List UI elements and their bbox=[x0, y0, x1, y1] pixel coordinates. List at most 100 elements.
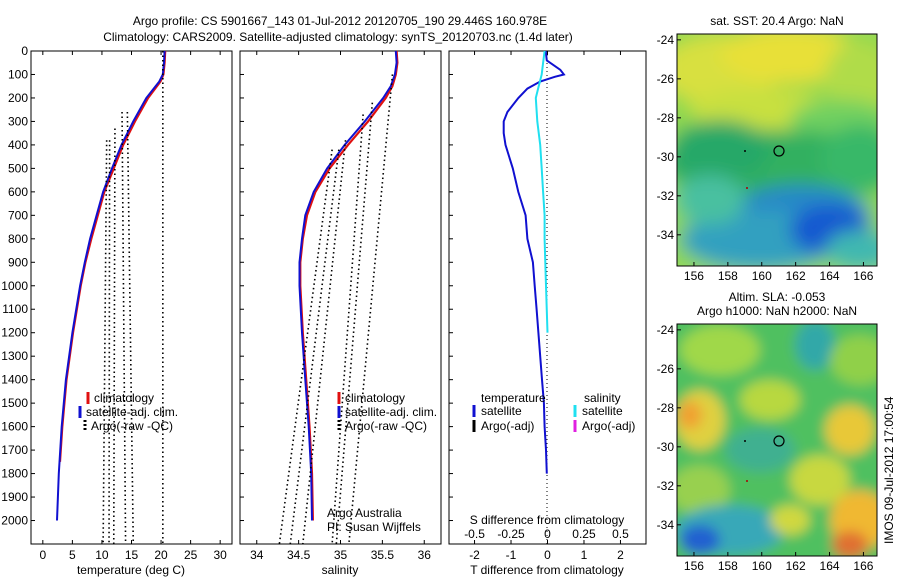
argo-profile-line bbox=[278, 149, 333, 545]
y-tick-label: 900 bbox=[8, 255, 28, 269]
legend-climatology-label: climatology bbox=[94, 391, 154, 405]
map-x-tick-label: 160 bbox=[752, 559, 772, 573]
sla-map-frame bbox=[676, 323, 878, 557]
sla-map: Altim. SLA: -0.053 Argo h1000: NaN h2000… bbox=[657, 290, 878, 573]
map-x-tick-label: 162 bbox=[786, 269, 806, 283]
x-tick-label: 0 bbox=[39, 548, 46, 562]
difference-panel: -2 -1 0 1 2 -0.5 -0.25 0 0.25 0.5 temperature sal… bbox=[448, 50, 647, 577]
y-tick-label: 300 bbox=[8, 114, 28, 128]
map-x-tick-label: 156 bbox=[684, 559, 704, 573]
y-tick-label: 1800 bbox=[1, 467, 28, 481]
s-tick-label: 0.25 bbox=[572, 527, 596, 541]
legend-satellite-label: satellite-adj. clim. bbox=[345, 405, 437, 419]
annotation-pi: PI: Susan Wijffels bbox=[327, 520, 421, 534]
legend-temp-argo-label: Argo(-adj) bbox=[481, 419, 534, 433]
legend-argo-label: Argo(-raw -QC) bbox=[345, 419, 427, 433]
sst-map: sat. SST: 20.4 Argo: NaN bbox=[657, 14, 878, 283]
x-tick-label: 36 bbox=[418, 548, 432, 562]
y-tick-label: 1500 bbox=[1, 396, 28, 410]
legend-temp-satellite-label: satellite bbox=[481, 404, 522, 418]
argo-profile-line bbox=[331, 114, 364, 545]
x-tick-label: 20 bbox=[154, 548, 168, 562]
map-y-tick-label: -34 bbox=[657, 228, 675, 242]
sst-map-title: sat. SST: 20.4 Argo: NaN bbox=[710, 14, 843, 28]
argo-profile-line bbox=[289, 149, 340, 545]
imos-timestamp: IMOS 09-Jul-2012 17:00:54 bbox=[882, 396, 896, 544]
t-difference-xlabel: T difference from climatology bbox=[470, 563, 624, 577]
sla-map-title2: Argo h1000: NaN h2000: NaN bbox=[697, 304, 857, 318]
y-tick-label: 500 bbox=[8, 161, 28, 175]
legend-argo-label: Argo(-raw -QC) bbox=[91, 419, 173, 433]
map-y-tick-label: -24 bbox=[657, 323, 675, 337]
argo-profile-line bbox=[335, 102, 374, 545]
y-tick-label: 700 bbox=[8, 208, 28, 222]
argo-profile-line bbox=[348, 74, 394, 545]
header-line1: Argo profile: CS 5901667_143 01-Jul-2012… bbox=[133, 14, 547, 28]
sst-field bbox=[677, 34, 877, 266]
header-line2: Climatology: CARS2009. Satellite-adjuste… bbox=[103, 30, 573, 44]
map-y-tick-label: -28 bbox=[657, 111, 675, 125]
salinity-xlabel: salinity bbox=[322, 563, 359, 577]
sla-field bbox=[677, 324, 877, 556]
salinity-axes-box bbox=[239, 50, 442, 545]
argo-profile-line bbox=[121, 112, 127, 545]
map-y-tick-label: -32 bbox=[657, 479, 675, 493]
y-tick-label: 2000 bbox=[1, 514, 28, 528]
y-tick-label: 100 bbox=[8, 67, 28, 81]
s-tick-label: 0.5 bbox=[612, 527, 629, 541]
map-y-tick-label: -28 bbox=[657, 401, 675, 415]
y-tick-label: 0 bbox=[21, 44, 28, 58]
x-tick-label: 35 bbox=[334, 548, 348, 562]
map-x-tick-label: 162 bbox=[786, 559, 806, 573]
map-x-tick-label: 158 bbox=[718, 559, 738, 573]
sla-map-title1: Altim. SLA: -0.053 bbox=[729, 290, 826, 304]
s-tick-label: -0.5 bbox=[464, 527, 485, 541]
y-tick-label: 1000 bbox=[1, 279, 28, 293]
map-x-tick-label: 166 bbox=[853, 269, 873, 283]
x-tick-label: 15 bbox=[125, 548, 139, 562]
y-tick-label: 800 bbox=[8, 232, 28, 246]
s-tick-label: 0 bbox=[544, 527, 551, 541]
satellite-adj-clim--line bbox=[298, 50, 398, 521]
temperature-xlabel: temperature (deg C) bbox=[77, 563, 185, 577]
argo-profile-line bbox=[108, 140, 111, 545]
y-tick-label: 1200 bbox=[1, 326, 28, 340]
x-tick-label: 35.5 bbox=[371, 548, 395, 562]
x-tick-label: 10 bbox=[95, 548, 109, 562]
legend-sal-satellite-label: satellite bbox=[582, 404, 623, 418]
map-y-tick-label: -34 bbox=[657, 518, 675, 532]
track-point bbox=[746, 187, 748, 189]
s-tick-label: -0.25 bbox=[497, 527, 525, 541]
argo-position-marker bbox=[773, 435, 785, 447]
x-tick-label: -1 bbox=[506, 548, 517, 562]
track-point bbox=[744, 440, 746, 442]
map-x-tick-label: 160 bbox=[752, 269, 772, 283]
map-x-tick-label: 164 bbox=[820, 559, 840, 573]
map-x-tick-label: 158 bbox=[718, 269, 738, 283]
legend-sal-argo-label: Argo(-adj) bbox=[582, 419, 635, 433]
y-tick-label: 1600 bbox=[1, 420, 28, 434]
temperature-panel: 0 5 10 15 20 25 300100200300400500600700800900… bbox=[1, 44, 233, 577]
argo-profile-line bbox=[102, 140, 108, 545]
y-tick-label: 400 bbox=[8, 138, 28, 152]
temperature-legend: climatology satellite-adj. clim. Argo(-r… bbox=[78, 391, 178, 433]
legend-heading-temperature: temperature bbox=[481, 391, 546, 405]
annotation-argo-australia: Argo Australia bbox=[327, 506, 402, 520]
map-y-tick-label: -24 bbox=[657, 33, 675, 47]
sst-map-frame bbox=[676, 33, 878, 267]
argo-profile-line bbox=[302, 140, 347, 545]
x-tick-label: 0 bbox=[544, 548, 551, 562]
x-tick-label: 34 bbox=[250, 548, 264, 562]
satellite-adj-clim--line bbox=[56, 50, 166, 521]
map-y-tick-label: -32 bbox=[657, 189, 675, 203]
s-difference-label: S difference from climatology bbox=[470, 513, 625, 527]
map-x-tick-label: 166 bbox=[853, 559, 873, 573]
y-tick-label: 1900 bbox=[1, 490, 28, 504]
map-y-tick-label: -26 bbox=[657, 72, 675, 86]
x-tick-label: 5 bbox=[69, 548, 76, 562]
map-x-tick-label: 164 bbox=[820, 269, 840, 283]
legend-heading-salinity: salinity bbox=[584, 391, 621, 405]
argo-position-marker bbox=[773, 145, 785, 157]
track-point bbox=[744, 150, 746, 152]
y-tick-label: 600 bbox=[8, 185, 28, 199]
